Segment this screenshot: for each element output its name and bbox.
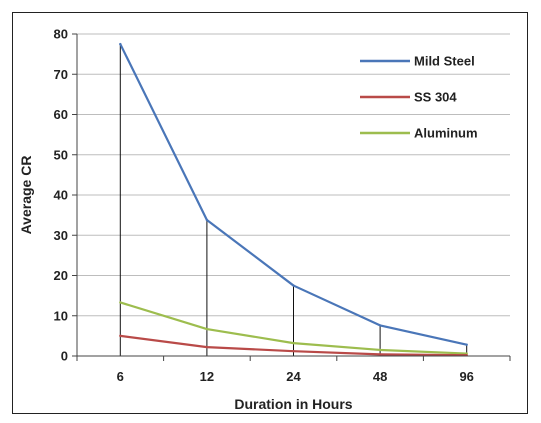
data-point bbox=[119, 301, 122, 304]
y-tick-label: 20 bbox=[54, 268, 68, 283]
legend-label-mild-steel: Mild Steel bbox=[414, 54, 475, 69]
data-point bbox=[465, 343, 468, 346]
x-tick-label: 24 bbox=[286, 369, 301, 384]
data-point bbox=[378, 353, 382, 356]
x-tick-label: 48 bbox=[373, 369, 387, 384]
axes: 0 10 20 30 40 50 60 70 80 6 12 24 48 96 bbox=[54, 27, 511, 384]
y-tick-label: 70 bbox=[54, 67, 68, 82]
y-tick-label: 30 bbox=[54, 228, 68, 243]
data-point bbox=[119, 42, 122, 46]
y-axis-title: Average CR bbox=[18, 156, 34, 235]
y-tick-label: 40 bbox=[54, 188, 68, 203]
y-tick-label: 80 bbox=[54, 27, 68, 42]
y-tick-label: 60 bbox=[54, 107, 68, 122]
y-tick-label: 10 bbox=[54, 308, 68, 323]
data-point bbox=[205, 345, 209, 349]
x-tick-label: 6 bbox=[117, 369, 124, 384]
x-axis-title: Duration in Hours bbox=[234, 396, 352, 412]
chart-frame bbox=[12, 12, 528, 414]
series-lines bbox=[119, 42, 468, 357]
x-tick-label: 12 bbox=[200, 369, 214, 384]
legend: Mild Steel SS 304 Aluminum bbox=[360, 54, 478, 141]
legend-label-aluminum: Aluminum bbox=[414, 126, 478, 141]
y-tick-label: 50 bbox=[54, 147, 68, 162]
x-tick-label: 96 bbox=[459, 369, 473, 384]
data-point bbox=[378, 348, 382, 352]
data-point bbox=[119, 334, 122, 338]
legend-label-ss-304: SS 304 bbox=[414, 90, 457, 105]
y-tick-label: 0 bbox=[61, 349, 68, 364]
data-point bbox=[378, 324, 382, 327]
data-point bbox=[205, 218, 209, 222]
data-point bbox=[292, 349, 295, 353]
data-point bbox=[292, 341, 295, 345]
data-point bbox=[205, 327, 209, 331]
data-point bbox=[292, 284, 295, 287]
